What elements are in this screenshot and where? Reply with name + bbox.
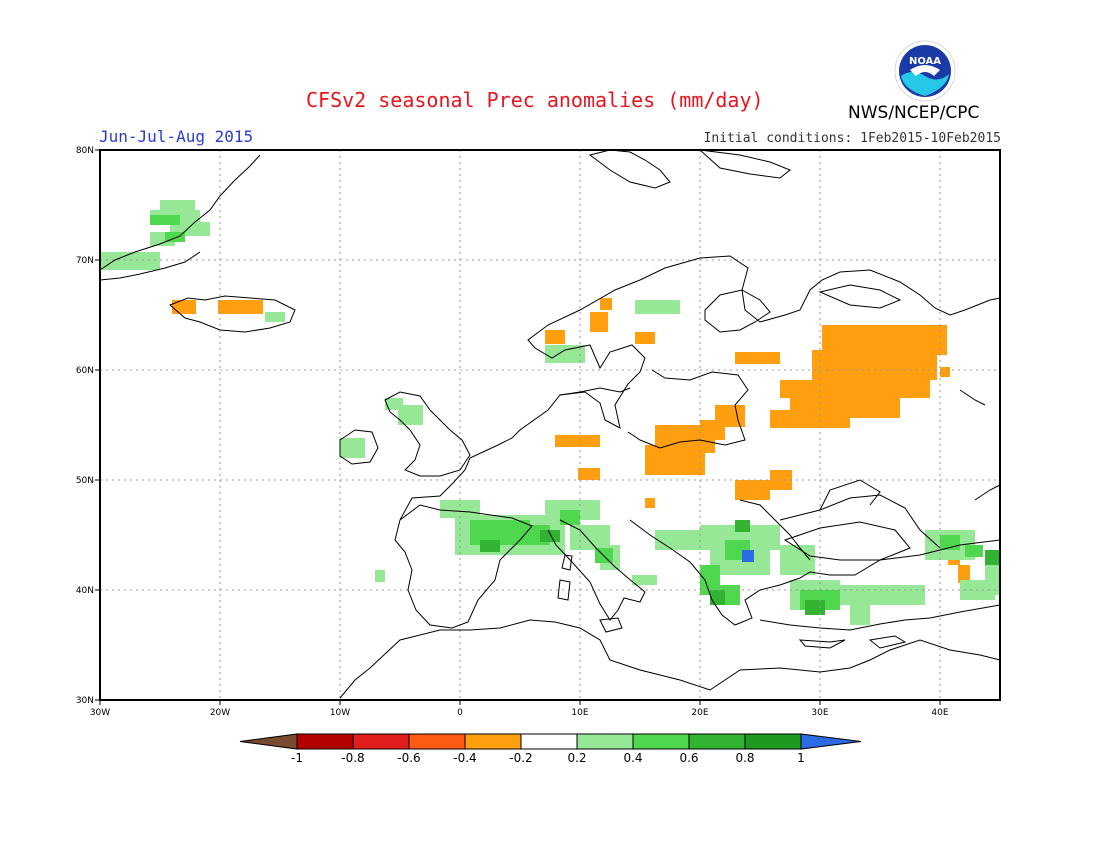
- legend-swatch: [632, 733, 690, 750]
- anomaly-cell: [735, 480, 770, 500]
- anomaly-cell: [578, 468, 600, 480]
- anomaly-cell: [645, 498, 655, 508]
- legend-label: 1: [797, 751, 805, 765]
- anomaly-cell: [940, 367, 950, 377]
- anomaly-cell: [590, 312, 608, 332]
- anomaly-cells: [100, 200, 1000, 625]
- legend-swatch: [296, 733, 354, 750]
- legend-label: 0.2: [567, 751, 586, 765]
- lat-tick-label: 40N: [76, 586, 94, 596]
- noaa-logo-text: NOAA: [909, 56, 941, 67]
- anomaly-cell: [958, 565, 970, 583]
- agency-label: NWS/NCEP/CPC: [848, 103, 980, 123]
- legend-label: 0.8: [735, 751, 754, 765]
- lat-tick-label: 50N: [76, 476, 94, 486]
- axis-ticks: 30W 20W 10W 0 10E 20E 30E 40E 30N 40N 50N 60N 70N 80N: [76, 146, 949, 718]
- anomaly-cell: [770, 410, 850, 428]
- anomaly-cell: [560, 510, 580, 525]
- anomaly-cell: [555, 435, 600, 447]
- anomaly-cell: [780, 545, 815, 575]
- anomaly-cell: [710, 590, 725, 605]
- map-grid: [100, 150, 1000, 700]
- anomaly-cell: [150, 215, 180, 225]
- anomaly-cell: [600, 298, 612, 310]
- legend-label: 0.6: [679, 751, 698, 765]
- anomaly-cell: [540, 530, 560, 542]
- legend-swatch: [239, 733, 298, 750]
- legend-swatch: [576, 733, 634, 750]
- anomaly-cell: [545, 345, 585, 363]
- coastlines: [99, 149, 1001, 699]
- legend-label: -1: [291, 751, 303, 765]
- anomaly-cell: [440, 500, 480, 518]
- lon-tick-label: 0: [457, 708, 463, 718]
- lat-tick-label: 30N: [76, 696, 94, 706]
- legend-swatch: [688, 733, 746, 750]
- anomaly-cell: [545, 330, 565, 344]
- legend-swatch: [744, 733, 802, 750]
- legend-label: -0.6: [397, 751, 420, 765]
- forecast-period: Jun-Jul-Aug 2015: [99, 127, 254, 146]
- lon-tick-label: 30E: [811, 708, 828, 718]
- anomaly-cell: [172, 300, 196, 314]
- lon-tick-label: 10E: [571, 708, 588, 718]
- anomaly-cell: [645, 445, 705, 475]
- anomaly-cell: [850, 605, 870, 625]
- legend-swatch: [800, 733, 862, 750]
- map-border: [99, 149, 1001, 701]
- legend-swatch: [464, 733, 522, 750]
- legend-label: -0.4: [453, 751, 476, 765]
- lon-tick-label: 20E: [691, 708, 708, 718]
- lat-tick-label: 70N: [76, 256, 94, 266]
- anomaly-cell: [805, 600, 825, 615]
- anomaly-cell: [742, 550, 754, 562]
- initial-conditions: Initial conditions: 1Feb2015-10Feb2015: [703, 131, 1001, 146]
- anomaly-cell: [100, 252, 160, 270]
- anomaly-cell: [635, 332, 655, 344]
- anomaly-cell: [812, 350, 937, 380]
- anomaly-cell: [635, 300, 680, 314]
- anomaly-cell: [735, 520, 750, 532]
- lon-tick-label: 10W: [330, 708, 350, 718]
- anomaly-cell: [340, 438, 365, 458]
- lat-tick-label: 60N: [76, 366, 94, 376]
- anomaly-cell: [165, 232, 185, 242]
- lon-tick-label: 20W: [210, 708, 230, 718]
- anomaly-cell: [965, 545, 983, 557]
- legend-label: 0.4: [623, 751, 642, 765]
- lat-tick-label: 80N: [76, 146, 94, 156]
- lon-tick-label: 40E: [931, 708, 948, 718]
- anomaly-cell: [160, 200, 195, 212]
- anomaly-cell: [770, 470, 792, 490]
- anomaly-cell: [985, 550, 1000, 565]
- anomaly-cell: [632, 575, 657, 585]
- legend-swatch: [520, 733, 578, 750]
- map-title: CFSv2 seasonal Prec anomalies (mm/day): [306, 88, 764, 112]
- anomaly-cell: [218, 300, 263, 314]
- anomaly-cell: [735, 352, 780, 364]
- anomaly-cell: [780, 380, 930, 398]
- anomaly-cell: [265, 312, 285, 322]
- map-frame: [99, 149, 1001, 701]
- legend-swatch: [408, 733, 466, 750]
- legend-label: -0.8: [341, 751, 364, 765]
- anomaly-cell: [480, 540, 500, 552]
- anomaly-cell: [375, 570, 385, 582]
- anomaly-cell: [398, 405, 423, 425]
- lon-tick-label: 30W: [90, 708, 110, 718]
- legend-swatch: [352, 733, 410, 750]
- legend-label: -0.2: [509, 751, 532, 765]
- anomaly-cell: [840, 585, 925, 605]
- noaa-logo: NOAA: [894, 40, 956, 102]
